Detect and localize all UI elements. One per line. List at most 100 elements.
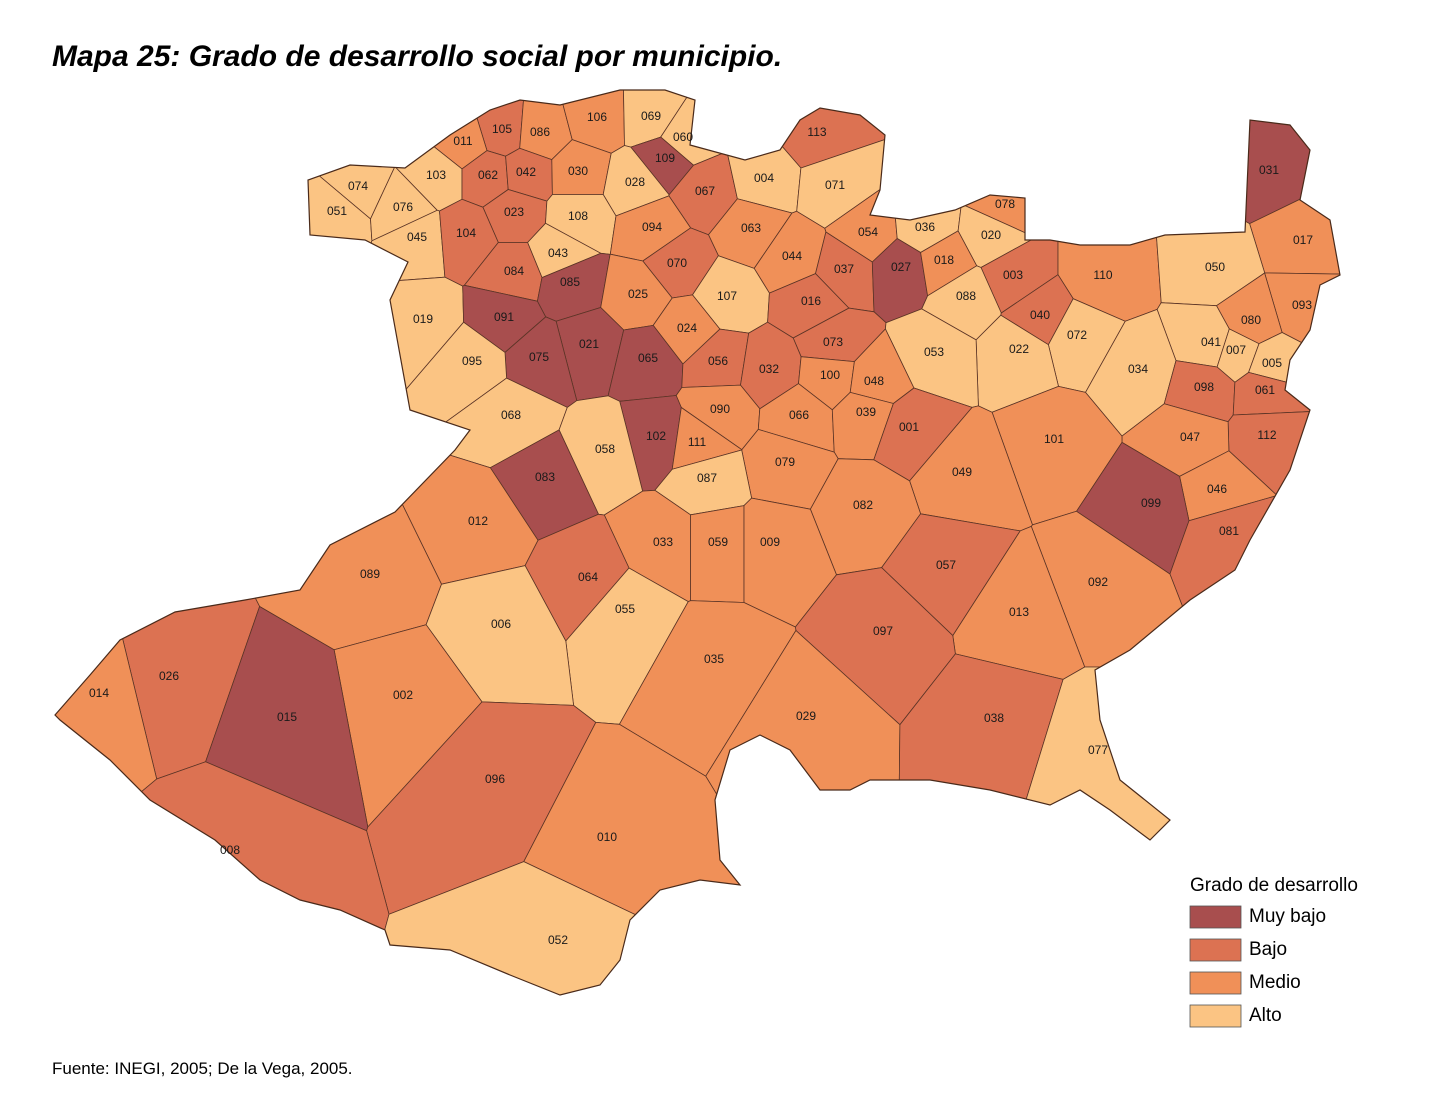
municipality-label: 078 [995,197,1015,211]
municipality-label: 089 [360,567,380,581]
municipality-area [201,276,465,441]
municipality-label: 041 [1201,335,1221,349]
municipality-label: 062 [478,168,498,182]
municipality-label: 006 [491,617,511,631]
municipality-label: 037 [834,262,854,276]
municipality-label: 067 [695,184,715,198]
municipality-label: 016 [801,294,821,308]
municipality-label: 023 [504,205,524,219]
municipality-label: 054 [858,225,878,239]
municipality-area [933,90,1131,238]
municipality-label: 020 [981,228,1001,242]
municipality-area [1112,90,1340,225]
municipality-label: 017 [1293,233,1313,247]
municipality-label: 040 [1030,308,1050,322]
municipality-label: 077 [1088,743,1108,757]
municipality-label: 110 [1093,268,1112,282]
municipality-label: 007 [1226,343,1246,357]
municipality-area [1057,134,1162,322]
municipality-label: 075 [529,350,549,364]
municipality-label: 053 [924,345,944,359]
municipality-label: 033 [653,535,673,549]
legend-label: Bajo [1249,939,1287,960]
municipality-label: 061 [1255,383,1275,397]
municipality-label: 080 [1241,313,1261,327]
municipality-label: 042 [516,165,536,179]
municipality-area [55,344,158,911]
municipality-label: 012 [468,514,488,528]
municipality-label: 098 [1194,380,1214,394]
municipality-label: 027 [891,260,911,274]
municipality-label: 065 [638,351,658,365]
municipality-label: 099 [1141,496,1161,510]
legend-swatch [1189,938,1242,962]
municipality-label: 093 [1292,298,1312,312]
municipality-label: 097 [873,624,893,638]
municipality-labels: 105 086 106 069 060 011 109 113 074 103 062 042 030 0… [89,109,1313,947]
legend-label: Medio [1249,972,1301,993]
municipality-label: 046 [1207,482,1227,496]
municipality-label: 066 [789,408,809,422]
legend-swatch [1189,905,1242,929]
municipality-label: 029 [796,709,816,723]
municipality-label: 094 [642,220,662,234]
municipality-label: 049 [952,465,972,479]
municipality-label: 010 [597,830,617,844]
municipality-label: 083 [535,470,555,484]
municipality-label: 102 [646,429,666,443]
municipality-label: 087 [697,471,717,485]
municipality-label: 073 [823,335,843,349]
municipality-label: 071 [825,178,845,192]
municipality-label: 100 [820,368,840,382]
municipality-label: 086 [530,125,550,139]
municipality-label: 090 [710,402,730,416]
municipality-label: 058 [595,442,615,456]
municipality-label: 072 [1067,328,1087,342]
municipality-label: 101 [1044,432,1064,446]
municipality-label: 021 [579,337,599,351]
municipality-label: 019 [413,312,433,326]
map-title: Mapa 25: Grado de desarrollo social por … [52,40,782,73]
municipality-label: 111 [688,435,707,449]
municipality-label: 035 [704,652,724,666]
municipality-label: 095 [462,354,482,368]
municipality-label: 059 [708,535,728,549]
municipality-label: 047 [1180,430,1200,444]
municipality-label: 018 [934,253,954,267]
municipality-label: 064 [578,570,598,584]
municipality-label: 060 [673,130,693,144]
legend-swatch [1189,971,1242,995]
municipality-label: 070 [667,256,687,270]
municipality-label: 004 [754,171,774,185]
municipality-area [1169,495,1340,802]
municipality-label: 057 [936,558,956,572]
legend-label: Muy bajo [1249,906,1326,927]
legend: Muy bajo Bajo Medio Alto [1189,905,1326,1028]
municipality-label: 105 [492,122,512,136]
municipality-label: 079 [775,455,795,469]
municipality-label: 084 [504,264,524,278]
municipality-label: 043 [548,246,568,260]
municipality-label: 003 [1003,268,1023,282]
municipality-label: 051 [327,204,347,218]
municipality-label: 069 [641,109,661,123]
municipality-label: 026 [159,669,179,683]
municipality-label: 031 [1259,163,1279,177]
municipality-label: 091 [494,310,514,324]
municipality-label: 014 [89,686,109,700]
municipality-label: 032 [759,362,779,376]
municipality-label: 081 [1219,524,1239,538]
municipality-area [690,505,745,603]
municipality-label: 044 [782,249,802,263]
municipality-label: 112 [1257,428,1276,442]
municipality-label: 106 [587,110,607,124]
municipality-label: 039 [856,405,876,419]
municipality-label: 005 [1262,356,1282,370]
municipality-label: 022 [1009,342,1029,356]
legend-label: Alto [1249,1005,1282,1026]
municipality-label: 109 [655,151,675,165]
municipality-area [744,90,977,169]
municipality-label: 055 [615,602,635,616]
municipality-label: 050 [1205,260,1225,274]
municipality-label: 063 [741,221,761,235]
